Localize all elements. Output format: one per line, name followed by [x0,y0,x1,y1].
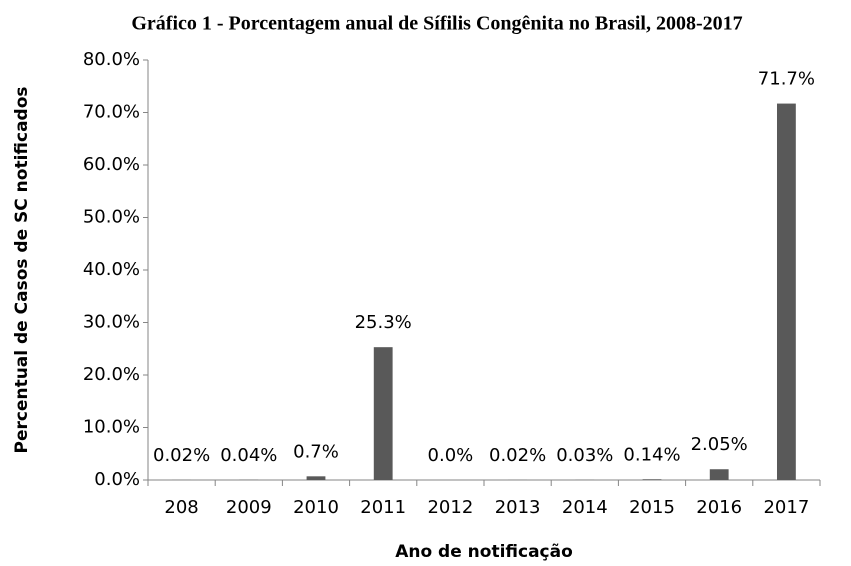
chart-title: Gráfico 1 - Porcentagem anual de Sífilis… [131,13,742,35]
y-tick-label: 0.0% [94,469,140,490]
y-tick-label: 60.0% [83,154,140,175]
x-tick-label: 2012 [427,497,473,518]
x-axis-label: Ano de notificação [395,542,573,562]
x-tick-label: 2009 [226,497,272,518]
data-label: 0.02% [489,445,546,466]
data-label: 0.0% [428,445,474,466]
y-tick-label: 80.0% [83,49,140,70]
bar [776,103,796,480]
y-tick-label: 70.0% [83,102,140,123]
bar [642,479,662,480]
data-label: 0.03% [556,445,613,466]
data-label: 0.14% [623,444,680,465]
y-tick-label: 20.0% [83,364,140,385]
data-label: 25.3% [355,312,412,333]
y-axis-label: Percentual de Casos de SC notificados [12,86,32,453]
x-tick-label: 2010 [293,497,339,518]
data-label: 2.05% [691,434,748,455]
y-tick-label: 30.0% [83,312,140,333]
y-tick-label: 50.0% [83,207,140,228]
x-tick-label: 2017 [763,497,809,518]
x-tick-label: 2015 [629,497,675,518]
y-tick-label: 10.0% [83,417,140,438]
data-label: 71.7% [758,69,815,90]
data-label: 0.04% [220,445,277,466]
bar [709,469,729,480]
y-tick-label: 40.0% [83,259,140,280]
bar [306,476,326,480]
data-label: 0.02% [153,445,210,466]
x-tick-label: 2013 [495,497,541,518]
data-label: 0.7% [293,441,339,462]
x-tick-label: 2014 [562,497,608,518]
x-tick-label: 2016 [696,497,742,518]
bar [373,347,393,480]
x-tick-label: 2011 [360,497,406,518]
x-tick-label: 208 [164,497,198,518]
